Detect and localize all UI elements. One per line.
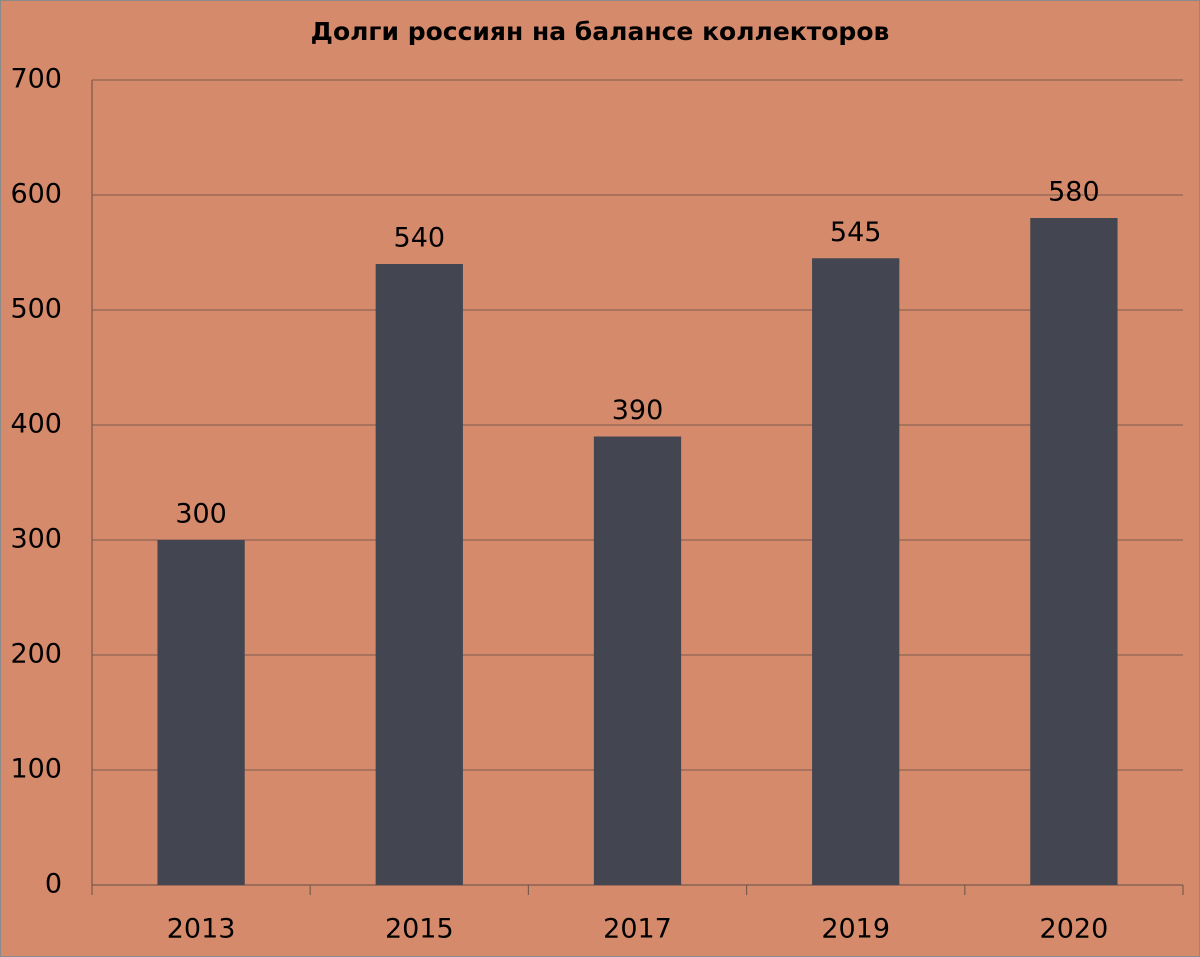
chart-title: Долги россиян на балансе коллекторов [311,17,890,46]
data-label: 545 [830,217,882,248]
y-tick-label: 0 [45,869,62,900]
y-tick-label: 200 [10,639,62,670]
data-label: 580 [1048,177,1100,208]
bar [812,258,900,885]
x-tick-label: 2020 [1040,914,1109,945]
y-tick-label: 300 [10,524,62,555]
y-tick-label: 700 [10,64,62,95]
x-tick-label: 2013 [167,914,236,945]
y-tick-label: 600 [10,179,62,210]
bar [1030,218,1118,885]
x-tick-label: 2017 [603,914,672,945]
data-label: 300 [175,499,227,530]
y-tick-label: 100 [10,754,62,785]
data-label: 540 [394,223,446,254]
x-tick-label: 2015 [385,914,454,945]
bar [375,264,463,885]
data-label: 390 [612,395,664,426]
bar [593,436,682,885]
y-tick-label: 400 [10,409,62,440]
x-tick-label: 2019 [821,914,890,945]
y-tick-label: 500 [10,294,62,325]
bar [157,540,245,885]
